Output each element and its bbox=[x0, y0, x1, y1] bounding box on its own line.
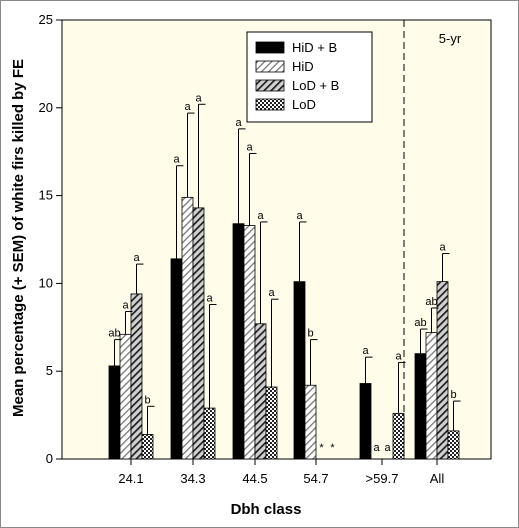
x-axis-title: Dbh class bbox=[231, 501, 302, 518]
y-axis-title: Mean percentage (+ SEM) of white firs ki… bbox=[10, 59, 27, 417]
bar bbox=[192, 207, 205, 460]
bar bbox=[425, 332, 438, 460]
bar bbox=[232, 223, 245, 460]
bars-group bbox=[108, 196, 460, 460]
significance-letter: * bbox=[319, 442, 324, 454]
bar bbox=[392, 412, 405, 460]
x-tick-label: 24.1 bbox=[118, 471, 143, 486]
y-tick-label: 25 bbox=[39, 12, 53, 27]
x-tick-label: 44.5 bbox=[242, 471, 267, 486]
bar bbox=[265, 386, 278, 460]
significance-letter: a bbox=[362, 345, 369, 357]
bar bbox=[170, 258, 183, 460]
legend-swatch bbox=[255, 41, 285, 54]
legend-swatch bbox=[255, 79, 285, 92]
significance-letter: a bbox=[122, 299, 129, 311]
x-tick-label: >59.7 bbox=[366, 471, 399, 486]
x-axis: 24.1 34.3 44.5 54.7 >59.7 All bbox=[118, 459, 444, 486]
legend-label: HiD + B bbox=[292, 40, 337, 55]
x-tick-label: 34.3 bbox=[180, 471, 205, 486]
significance-letter: a bbox=[384, 442, 391, 454]
bar bbox=[119, 333, 132, 460]
significance-letter: a bbox=[206, 292, 213, 304]
significance-letter: a bbox=[235, 117, 242, 129]
y-axis: 0 5 10 15 20 25 bbox=[39, 12, 62, 466]
significance-letter: a bbox=[173, 154, 180, 166]
significance-letter: b bbox=[144, 394, 150, 406]
legend-label: LoD bbox=[292, 97, 316, 112]
significance-letter: ab bbox=[414, 317, 426, 329]
significance-letter: b bbox=[450, 389, 456, 401]
legend-swatch bbox=[255, 98, 285, 111]
significance-letter: a bbox=[373, 442, 380, 454]
significance-letter: a bbox=[246, 141, 253, 153]
error-bars-group bbox=[114, 103, 461, 435]
significance-letter: ab bbox=[108, 328, 120, 340]
bar bbox=[293, 281, 306, 460]
significance-letter: * bbox=[330, 442, 335, 454]
period-annotation: 5-yr bbox=[439, 31, 462, 46]
bar bbox=[254, 323, 267, 460]
significance-letter: a bbox=[296, 210, 303, 222]
significance-letter: ab bbox=[425, 296, 437, 308]
legend: HiD + B HiD LoD + B LoD bbox=[246, 31, 373, 123]
significance-letter: a bbox=[268, 287, 275, 299]
y-tick-label: 5 bbox=[46, 363, 53, 378]
significance-letter: a bbox=[439, 242, 446, 254]
bar bbox=[359, 383, 372, 460]
significance-letter: a bbox=[184, 101, 191, 113]
significance-letter: b bbox=[307, 328, 313, 340]
legend-swatch bbox=[255, 60, 285, 73]
significance-letter: a bbox=[395, 350, 402, 362]
bar bbox=[447, 430, 460, 460]
significance-letter: a bbox=[133, 252, 140, 264]
bar bbox=[108, 365, 121, 460]
legend-label: LoD + B bbox=[292, 78, 339, 93]
bar bbox=[414, 353, 427, 460]
x-tick-label: All bbox=[430, 471, 445, 486]
bar bbox=[141, 434, 154, 460]
bar bbox=[243, 225, 256, 460]
bar bbox=[436, 281, 449, 460]
y-tick-label: 10 bbox=[39, 275, 53, 290]
bar bbox=[130, 293, 143, 460]
x-tick-label: 54.7 bbox=[303, 471, 328, 486]
y-tick-label: 20 bbox=[39, 100, 53, 115]
y-tick-label: 0 bbox=[46, 451, 53, 466]
significance-letter: a bbox=[195, 92, 202, 104]
legend-label: HiD bbox=[292, 59, 314, 74]
bar bbox=[203, 407, 216, 460]
y-tick-label: 15 bbox=[39, 188, 53, 203]
significance-letter: a bbox=[257, 210, 264, 222]
bar bbox=[304, 384, 317, 460]
bar bbox=[181, 196, 194, 460]
